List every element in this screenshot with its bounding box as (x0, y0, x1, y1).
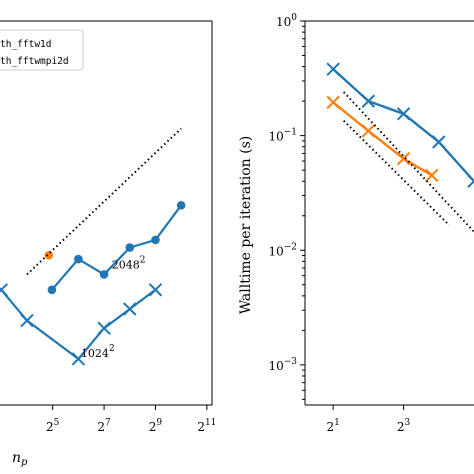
right-series-0-point-4 (467, 174, 474, 188)
right-series-1-point-1 (361, 124, 376, 138)
left-series-1-point-0 (0, 283, 8, 297)
right-x-tick-label-0: 21 (326, 418, 339, 434)
left-series-1-point-3 (97, 321, 111, 335)
right-series-1-point-0 (326, 95, 340, 110)
right-panel: 100 10−1 10−2 10−3 21 23 (268, 13, 474, 434)
right-series-1-point-2-b (396, 151, 411, 166)
left-x-tick-label-0: 25 (46, 418, 60, 434)
right-y-tick-label-2: 10−2 (268, 242, 297, 258)
left-series-0-point-5 (176, 201, 186, 210)
left-series-1-point-4-b (123, 302, 137, 316)
left-annotation-0: 20482 (112, 256, 146, 272)
left-series-1-point-3-b (97, 321, 111, 335)
right-y-axis-label: Walltime per iteration (s) (238, 136, 254, 315)
left-series-1-point-4 (123, 302, 137, 316)
left-guide-line-3 (26, 127, 182, 276)
right-series-0-point-4-b (467, 179, 474, 188)
left-legend-entry-0: th_fftw1d (0, 39, 51, 50)
right-series-0-point-2-b (396, 107, 411, 121)
right-series-0-point-1 (361, 94, 376, 108)
right-x-tick-label-1: 23 (397, 418, 411, 434)
left-series-0-point-2 (99, 270, 109, 279)
left-legend-box (0, 29, 84, 71)
left-series-1-point-0-b (0, 283, 8, 293)
right-y-tick-label-1: 10−1 (268, 128, 297, 144)
left-x-tick-label-2: 29 (149, 418, 163, 434)
left-series-1-point-2-b (71, 352, 86, 366)
right-series-0-point-4-a (467, 174, 474, 183)
right-series-0-point-1-b (361, 94, 376, 108)
right-guide-line-2 (342, 91, 474, 233)
left-series-0-point-1 (74, 254, 83, 264)
left-series-1-point-5-b (148, 283, 163, 297)
left-series-0-point-3 (125, 243, 135, 252)
left-series-1-point-2 (71, 352, 86, 366)
left-series-1-point-5 (148, 283, 163, 297)
left-panel: 25 27 29 211 20482 10242 th_fftw1d th_fftwmpi2d (0, 20, 216, 434)
left-annotation-1: 10242 (81, 344, 115, 360)
left-x-tick-label-3: 211 (197, 418, 216, 434)
left-legend: th_fftw1d th_fftwmpi2d (0, 29, 84, 71)
right-series-0-point-0 (326, 62, 340, 76)
left-series-0-point-0 (47, 285, 57, 295)
right-series-1-point-2 (396, 151, 411, 166)
right-y-tick-label-3: 10−3 (268, 357, 297, 373)
right-series-1-point-3 (425, 168, 439, 183)
left-series-1-point-1 (20, 313, 34, 328)
right-series-line-0 (332, 68, 474, 183)
right-series-0-point-3 (432, 135, 446, 149)
left-series-1-point-1-b (20, 313, 34, 328)
left-series-0-point-4 (151, 235, 160, 245)
right-series-0-point-2 (396, 107, 411, 121)
right-series-1-point-3-b (425, 168, 439, 183)
left-series-line-0 (51, 204, 183, 291)
left-x-axis-label-sub: p (21, 457, 28, 468)
right-series-1-point-1-b (361, 124, 376, 138)
right-series-0-point-3-b (432, 135, 446, 149)
left-x-tick-label-1: 27 (97, 418, 111, 434)
left-legend-entry-1: th_fftwmpi2d (0, 56, 69, 67)
right-series-1-point-0-b (326, 95, 340, 110)
right-y-tick-label-0: 100 (276, 13, 297, 29)
right-series-line-1 (332, 101, 433, 177)
left-axes-frame (0, 20, 213, 406)
right-series-0-point-0-b (326, 62, 340, 76)
left-x-axis-label: np (12, 450, 28, 468)
